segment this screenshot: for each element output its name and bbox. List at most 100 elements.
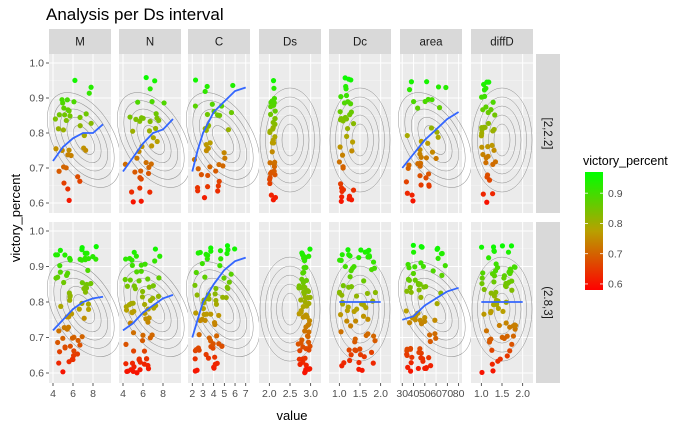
- data-point: [479, 280, 485, 287]
- data-point: [438, 251, 445, 257]
- data-point: [143, 356, 150, 362]
- data-point: [493, 289, 499, 295]
- data-point: [299, 250, 305, 256]
- row-strip: [536, 222, 560, 383]
- row-strip: [536, 54, 560, 213]
- data-point: [147, 118, 153, 125]
- data-point: [350, 187, 357, 193]
- data-point: [407, 284, 413, 291]
- data-point: [364, 290, 371, 297]
- data-point: [71, 99, 77, 105]
- data-point: [499, 334, 505, 340]
- data-point: [208, 311, 214, 317]
- data-point: [336, 159, 342, 165]
- smooth-line: [401, 111, 460, 169]
- data-point: [307, 246, 313, 252]
- facet-panel-diffD-1: [471, 54, 533, 213]
- data-point: [138, 268, 144, 274]
- data-point: [123, 256, 129, 262]
- data-point: [422, 315, 428, 321]
- data-point: [267, 170, 274, 177]
- data-point: [65, 186, 71, 192]
- data-point: [488, 290, 494, 296]
- data-point: [427, 332, 433, 338]
- data-point: [59, 97, 65, 103]
- data-point: [225, 247, 231, 253]
- data-point: [270, 140, 277, 146]
- data-point: [267, 180, 273, 187]
- data-point: [307, 294, 313, 300]
- data-point: [272, 108, 278, 114]
- data-point: [480, 191, 486, 197]
- facet-panel-Dc-2: [329, 222, 391, 383]
- data-point: [343, 83, 349, 90]
- data-point: [484, 199, 490, 205]
- data-point: [266, 176, 273, 183]
- data-point: [338, 329, 344, 335]
- data-point: [489, 142, 495, 149]
- data-point: [201, 195, 208, 201]
- data-point: [58, 303, 64, 309]
- data-point: [135, 99, 141, 105]
- data-point: [491, 248, 497, 254]
- data-point: [75, 337, 81, 344]
- data-point: [368, 349, 375, 355]
- data-point: [509, 341, 515, 347]
- data-point: [407, 346, 414, 352]
- data-point: [479, 130, 485, 136]
- data-point: [226, 279, 232, 285]
- data-point: [486, 255, 492, 261]
- data-point: [405, 364, 411, 370]
- data-point: [479, 275, 485, 281]
- density-contour: [471, 87, 533, 193]
- facet-strip-label: Dc: [353, 37, 367, 49]
- density-contour: [123, 100, 185, 180]
- x-tick-label: 1.5: [353, 388, 368, 400]
- data-point: [300, 344, 306, 350]
- data-point: [347, 101, 354, 107]
- data-point: [192, 368, 198, 374]
- data-point: [204, 184, 211, 190]
- density-contour: [424, 294, 446, 324]
- data-point: [357, 352, 364, 358]
- x-tick-label: 50: [419, 388, 431, 400]
- data-point: [359, 367, 365, 373]
- data-point: [202, 274, 208, 280]
- data-point: [415, 365, 421, 372]
- data-point: [337, 181, 344, 187]
- data-point: [210, 345, 216, 351]
- data-point: [217, 248, 224, 254]
- data-point: [138, 262, 144, 268]
- data-point: [483, 155, 489, 161]
- data-point: [404, 288, 410, 294]
- data-point: [271, 164, 278, 170]
- density-contour: [488, 283, 516, 335]
- x-tick-label: 5: [221, 388, 227, 400]
- y-tick-label: 1.0: [29, 58, 44, 70]
- data-point: [210, 341, 216, 347]
- data-point: [199, 260, 205, 267]
- data-point: [481, 286, 487, 293]
- data-point: [307, 366, 313, 372]
- data-point: [221, 275, 227, 281]
- data-point: [271, 85, 277, 91]
- data-point: [81, 286, 87, 292]
- data-point: [145, 276, 151, 282]
- density-contour: [116, 261, 192, 357]
- data-point: [130, 368, 136, 375]
- data-point: [415, 105, 421, 111]
- data-point: [418, 260, 424, 266]
- data-point: [350, 121, 357, 127]
- data-point: [83, 147, 89, 153]
- density-contour: [123, 269, 185, 349]
- data-point: [348, 109, 354, 115]
- data-point: [79, 334, 85, 340]
- data-point: [495, 305, 501, 312]
- data-point: [304, 314, 310, 320]
- facet-panel-area-1: [397, 54, 473, 213]
- data-point: [480, 151, 486, 158]
- data-point: [126, 302, 132, 308]
- data-point: [337, 312, 344, 318]
- density-contour: [335, 265, 385, 353]
